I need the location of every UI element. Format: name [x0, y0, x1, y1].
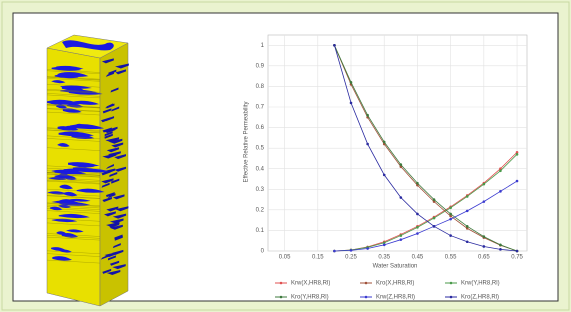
- y-tick-label: 0.7: [256, 105, 265, 111]
- point: [516, 250, 519, 253]
- point: [350, 249, 353, 252]
- point: [466, 240, 469, 243]
- point: [466, 225, 469, 228]
- legend-label: Kro(Z,HR8,Rl): [461, 295, 499, 301]
- legend-marker: [450, 296, 453, 299]
- point: [483, 183, 486, 186]
- point: [433, 198, 436, 201]
- point: [416, 226, 419, 229]
- page: {"chart_data": {"type": "line", "y_label…: [0, 0, 571, 312]
- point: [449, 213, 452, 216]
- point: [350, 81, 353, 84]
- legend-marker: [365, 282, 368, 285]
- y-tick-label: 0.4: [256, 166, 265, 172]
- point: [516, 153, 519, 156]
- y-tick-label: 0.6: [256, 125, 265, 131]
- x-tick-label: 0.45: [412, 255, 424, 261]
- legend-marker: [450, 282, 453, 285]
- point: [416, 213, 419, 216]
- point: [433, 217, 436, 220]
- point: [366, 143, 369, 146]
- y-tick-label: 0.1: [256, 228, 265, 234]
- x-axis-title: Water Saturation: [373, 264, 418, 270]
- point: [483, 245, 486, 248]
- legend-label: Kro(Y,HR8,Rl): [291, 295, 329, 301]
- point: [516, 180, 519, 183]
- point: [449, 218, 452, 221]
- point: [400, 234, 403, 237]
- point: [483, 200, 486, 203]
- point: [400, 196, 403, 199]
- point: [383, 141, 386, 144]
- point: [383, 244, 386, 247]
- y-tick-label: 0.5: [256, 146, 265, 152]
- point: [499, 248, 502, 251]
- point: [366, 114, 369, 117]
- point: [466, 210, 469, 213]
- point: [449, 234, 452, 237]
- point: [383, 174, 386, 177]
- point: [466, 195, 469, 198]
- plot-area: [268, 35, 527, 251]
- point: [350, 102, 353, 105]
- point: [333, 44, 336, 47]
- legend-label: Krw(X,HR8,Rl): [291, 281, 330, 287]
- point: [366, 247, 369, 250]
- y-tick-label: 0.3: [256, 187, 265, 193]
- point: [416, 232, 419, 235]
- point: [400, 163, 403, 166]
- x-tick-label: 0.75: [511, 255, 523, 261]
- point: [333, 250, 336, 253]
- y-axis-title: Effective Relative Permeability: [244, 102, 250, 183]
- legend-marker: [280, 296, 283, 299]
- legend-label: Krw(Z,HR8,Rl): [376, 295, 415, 301]
- point: [449, 207, 452, 210]
- y-tick-label: 0.2: [256, 207, 265, 213]
- reservoir-block: [47, 35, 129, 306]
- x-tick-label: 0.05: [279, 255, 291, 261]
- point: [400, 238, 403, 241]
- y-tick-label: 0.9: [256, 63, 265, 69]
- point: [499, 244, 502, 247]
- x-tick-label: 0.25: [345, 255, 357, 261]
- y-tick-label: 0.8: [256, 84, 265, 90]
- x-tick-label: 0.65: [478, 255, 490, 261]
- point: [499, 169, 502, 172]
- point: [499, 190, 502, 193]
- point: [483, 235, 486, 238]
- legend-marker: [365, 296, 368, 299]
- x-tick-label: 0.15: [312, 255, 324, 261]
- x-tick-label: 0.55: [445, 255, 457, 261]
- legend-marker: [280, 282, 283, 285]
- point: [433, 225, 436, 228]
- x-tick-label: 0.35: [378, 255, 390, 261]
- point: [416, 182, 419, 185]
- legend-label: Kro(X,HR8,Rl): [376, 281, 414, 287]
- figure: Effective Relative Permeability Water Sa…: [0, 0, 571, 312]
- legend-label: Krw(Y,HR8,Rl): [461, 281, 500, 287]
